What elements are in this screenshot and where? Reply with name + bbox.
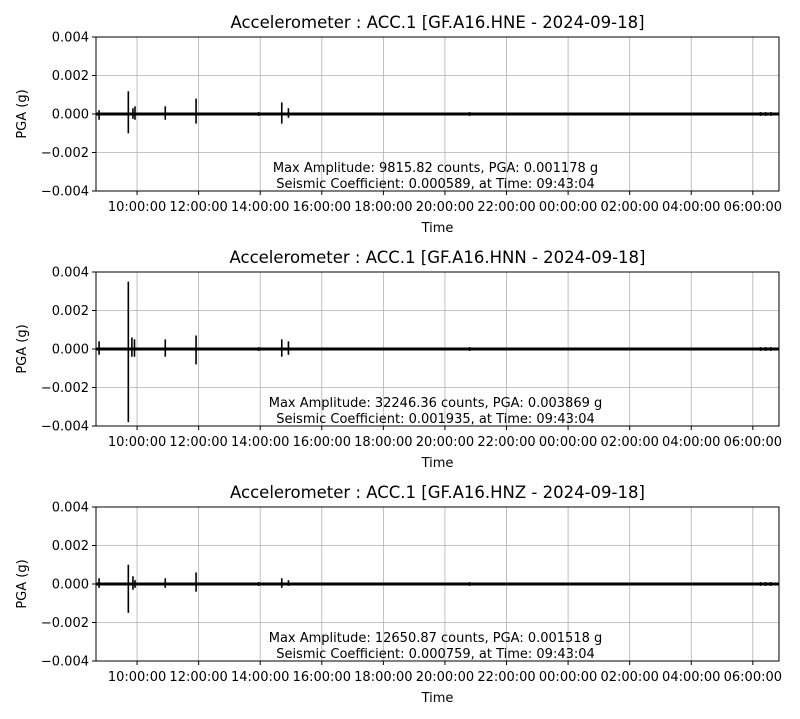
y-tick-label: 0.004 [52, 501, 89, 516]
x-tick-label: 14:00:00 [231, 200, 289, 215]
chart-panel-1: Accelerometer : ACC.1 [GF.A16.HNE - 2024… [15, 13, 782, 236]
panel-title: Accelerometer : ACC.1 [GF.A16.HNE - 2024… [230, 13, 644, 32]
x-tick-label: 00:00:00 [539, 200, 597, 215]
x-tick-label: 02:00:00 [600, 200, 658, 215]
x-tick-label: 00:00:00 [539, 435, 597, 450]
y-tick-label: −0.002 [41, 146, 89, 161]
x-tick-label: 00:00:00 [539, 670, 597, 685]
x-tick-label: 22:00:00 [477, 435, 535, 450]
x-tick-label: 04:00:00 [662, 435, 720, 450]
x-tick-label: 02:00:00 [600, 670, 658, 685]
y-tick-label: −0.004 [41, 420, 89, 435]
x-tick-label: 04:00:00 [662, 200, 720, 215]
y-axis-label: PGA (g) [15, 89, 30, 138]
x-axis-label: Time [421, 691, 454, 706]
x-tick-label: 22:00:00 [477, 670, 535, 685]
x-tick-label: 12:00:00 [169, 670, 227, 685]
x-tick-label: 18:00:00 [354, 435, 412, 450]
x-tick-label: 16:00:00 [293, 670, 351, 685]
x-tick-label: 18:00:00 [354, 200, 412, 215]
x-tick-label: 12:00:00 [169, 435, 227, 450]
panel-title: Accelerometer : ACC.1 [GF.A16.HNN - 2024… [230, 248, 646, 267]
y-tick-label: −0.004 [41, 655, 89, 670]
y-tick-label: 0.000 [52, 343, 89, 358]
x-tick-label: 20:00:00 [416, 670, 474, 685]
chart-panel-3: Accelerometer : ACC.1 [GF.A16.HNZ - 2024… [15, 483, 782, 706]
y-tick-label: 0.002 [52, 304, 89, 319]
x-tick-label: 16:00:00 [293, 200, 351, 215]
max-amplitude-annotation: Seismic Coefficient: 0.000759, at Time: … [276, 647, 595, 662]
x-tick-label: 22:00:00 [477, 200, 535, 215]
x-tick-label: 20:00:00 [416, 435, 474, 450]
x-tick-label: 10:00:00 [108, 670, 166, 685]
max-amplitude-annotation: Max Amplitude: 12650.87 counts, PGA: 0.0… [269, 631, 603, 646]
y-tick-label: −0.002 [41, 381, 89, 396]
max-amplitude-annotation: Seismic Coefficient: 0.000589, at Time: … [276, 177, 595, 192]
x-tick-label: 06:00:00 [724, 435, 782, 450]
x-tick-label: 14:00:00 [231, 435, 289, 450]
x-tick-label: 12:00:00 [169, 200, 227, 215]
chart-panel-2: Accelerometer : ACC.1 [GF.A16.HNN - 2024… [15, 248, 782, 471]
y-tick-label: −0.002 [41, 616, 89, 631]
max-amplitude-annotation: Max Amplitude: 32246.36 counts, PGA: 0.0… [269, 396, 603, 411]
max-amplitude-annotation: Max Amplitude: 9815.82 counts, PGA: 0.00… [273, 161, 598, 176]
x-tick-label: 02:00:00 [600, 435, 658, 450]
y-tick-label: 0.002 [52, 539, 89, 554]
x-tick-label: 14:00:00 [231, 670, 289, 685]
x-tick-label: 04:00:00 [662, 670, 720, 685]
x-tick-label: 10:00:00 [108, 200, 166, 215]
x-tick-label: 16:00:00 [293, 435, 351, 450]
y-tick-label: 0.004 [52, 266, 89, 281]
x-axis-label: Time [421, 456, 454, 471]
x-tick-label: 18:00:00 [354, 670, 412, 685]
x-tick-label: 20:00:00 [416, 200, 474, 215]
y-tick-label: 0.002 [52, 69, 89, 84]
x-axis-label: Time [421, 221, 454, 236]
x-tick-label: 06:00:00 [724, 670, 782, 685]
x-tick-label: 06:00:00 [724, 200, 782, 215]
x-tick-label: 10:00:00 [108, 435, 166, 450]
y-axis-label: PGA (g) [15, 324, 30, 373]
panel-title: Accelerometer : ACC.1 [GF.A16.HNZ - 2024… [230, 483, 645, 502]
y-axis-label: PGA (g) [15, 559, 30, 608]
y-tick-label: −0.004 [41, 185, 89, 200]
y-tick-label: 0.000 [52, 108, 89, 123]
y-tick-label: 0.004 [52, 31, 89, 46]
max-amplitude-annotation: Seismic Coefficient: 0.001935, at Time: … [276, 412, 595, 427]
y-tick-label: 0.000 [52, 578, 89, 593]
